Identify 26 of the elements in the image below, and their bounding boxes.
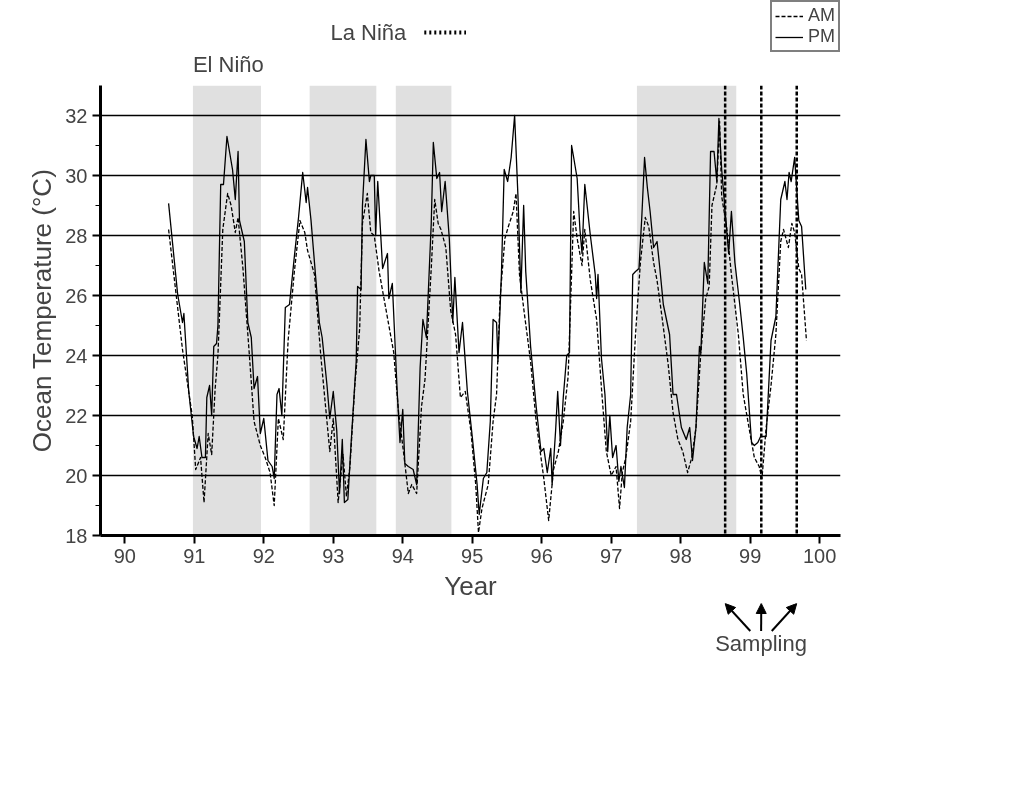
x-tick-label: 93 (322, 544, 345, 567)
x-axis-title: Year (444, 570, 498, 601)
legend-label: PM (808, 26, 835, 47)
y-tick-label: 24 (65, 344, 88, 367)
text: La Niña (330, 20, 408, 45)
x-tick-label: 94 (391, 544, 414, 567)
y-tick-label: 30 (65, 164, 88, 187)
y-tick-label: 26 (65, 284, 88, 307)
y-axis-title: Ocean Temperature (°C) (27, 169, 58, 453)
x-tick-label: 92 (252, 544, 275, 567)
y-tick-label: 18 (65, 524, 88, 547)
legend-label: AM (808, 5, 835, 26)
y-tick-label: 32 (65, 104, 88, 127)
x-tick-label: 96 (530, 544, 553, 567)
y-tick-label: 22 (65, 404, 88, 427)
x-tick-label: 91 (183, 544, 206, 567)
text: El Niño (192, 51, 264, 77)
x-tick-label: 100 (802, 544, 837, 567)
y-tick-label: 20 (65, 464, 88, 487)
x-tick-label: 98 (669, 544, 692, 567)
text: Sampling (715, 630, 807, 656)
x-tick-label: 99 (739, 544, 762, 567)
x-tick-label: 97 (600, 544, 623, 567)
x-tick-label: 90 (113, 544, 136, 567)
y-tick-label: 28 (65, 224, 88, 247)
x-tick-label: 95 (461, 544, 484, 567)
